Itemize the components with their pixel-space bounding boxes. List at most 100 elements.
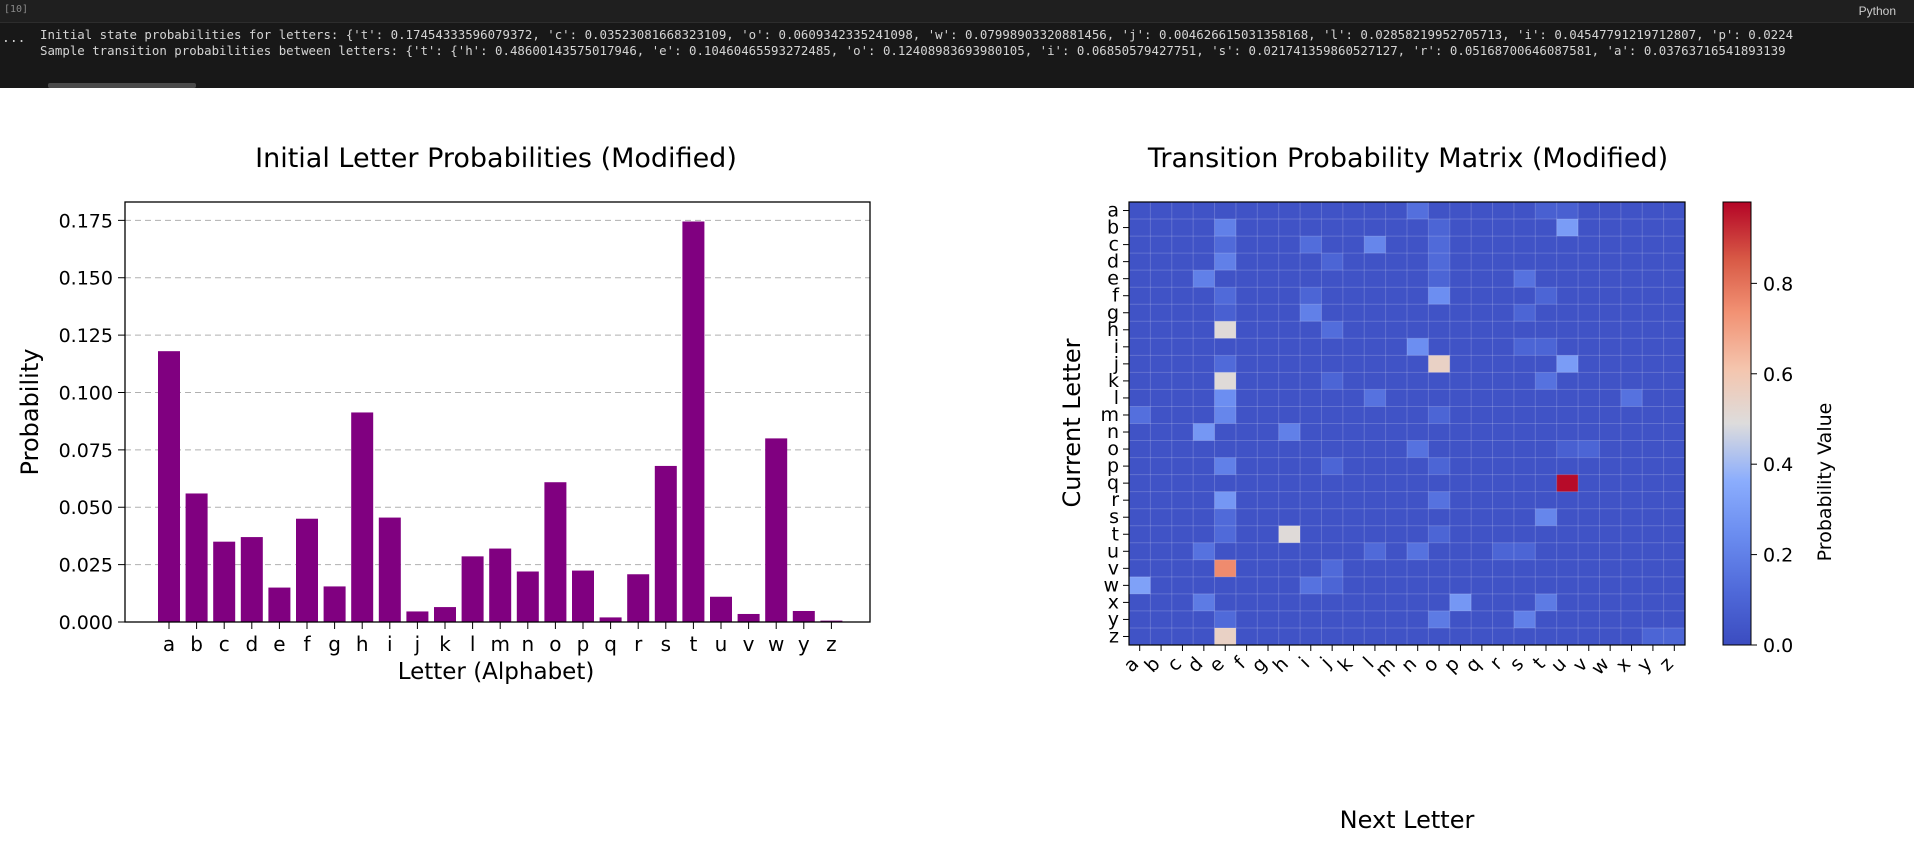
heatmap-cell <box>1492 474 1515 493</box>
output-actions-button[interactable]: ... <box>2 31 26 46</box>
heatmap-cell <box>1492 525 1515 544</box>
heatmap-cell <box>1663 593 1686 612</box>
bar <box>323 586 346 622</box>
heatmap-cell <box>1578 491 1600 510</box>
heatmap-cell <box>1150 304 1173 322</box>
heatmap-row-label: z <box>1109 625 1119 647</box>
heatmap-cell <box>1342 372 1365 390</box>
heatmap-cell <box>1449 338 1472 356</box>
heatmap-cell <box>1578 202 1600 220</box>
ytick-label: 0.125 <box>59 325 113 347</box>
heatmap-cell <box>1321 627 1344 646</box>
heatmap-cell <box>1663 559 1686 578</box>
heatmap-cell <box>1364 491 1387 510</box>
heatmap-cell <box>1193 389 1215 407</box>
heatmap-cell <box>1556 627 1579 646</box>
heatmap-cell <box>1642 423 1665 441</box>
heatmap-cell <box>1193 542 1215 561</box>
heatmap-cell <box>1471 491 1493 510</box>
heatmap-cell <box>1513 287 1536 305</box>
heatmap-cell <box>1471 202 1493 220</box>
heatmap-cell <box>1129 542 1151 561</box>
heatmap-cell <box>1321 457 1344 476</box>
heatmap-cell <box>1364 202 1387 220</box>
heatmap-cell <box>1364 627 1387 646</box>
bar <box>544 482 567 622</box>
heatmap-cell <box>1300 338 1322 356</box>
language-indicator[interactable]: Python <box>1858 4 1896 18</box>
heatmap-cell <box>1385 559 1408 578</box>
heatmap-cell <box>1599 304 1622 322</box>
heatmap-cell <box>1556 423 1579 441</box>
heatmap-cell <box>1235 253 1258 271</box>
heatmap-cell <box>1342 423 1365 441</box>
heatmap-cell <box>1321 406 1344 424</box>
heatmap-cell <box>1599 474 1622 493</box>
output-scrollbar[interactable] <box>48 83 196 88</box>
heatmap-cell <box>1129 406 1151 424</box>
bar <box>599 617 622 622</box>
colorbar-tick-label: 0.2 <box>1763 545 1793 567</box>
heatmap-cell <box>1642 406 1665 424</box>
heatmap-cell <box>1471 457 1493 476</box>
heatmap-cell <box>1193 372 1215 390</box>
heatmap-cell <box>1513 627 1536 646</box>
heatmap-cell <box>1599 406 1622 424</box>
heatmap-cell <box>1193 355 1215 373</box>
heatmap-cell <box>1321 219 1344 237</box>
heatmap-cell <box>1257 559 1280 578</box>
heatmap-cell <box>1578 287 1600 305</box>
heatmap-cell <box>1513 253 1536 271</box>
heatmap-cell <box>1321 304 1344 322</box>
heatmap-cell <box>1364 474 1387 493</box>
heatmap-cell <box>1129 355 1151 373</box>
heatmap-cell <box>1129 321 1151 339</box>
heatmap-cell <box>1129 236 1151 254</box>
heatmap-col-label: r <box>1486 653 1507 674</box>
heatmap-cell <box>1471 576 1493 595</box>
heatmap-cell <box>1300 202 1322 220</box>
heatmap-cell <box>1642 542 1665 561</box>
heatmap-cell <box>1214 423 1237 441</box>
heatmap-cell <box>1428 508 1451 527</box>
heatmap-cell <box>1642 304 1665 322</box>
heatmap-cell <box>1407 440 1429 458</box>
heatmap-cell <box>1471 627 1493 646</box>
heatmap-col-label: y <box>1633 653 1657 677</box>
heatmap-cell <box>1513 508 1536 527</box>
heatmap-col-label: c <box>1163 653 1186 676</box>
heatmap-cell <box>1214 576 1237 595</box>
heatmap-cell <box>1257 610 1280 629</box>
heatmap-cell <box>1385 508 1408 527</box>
heatmap-cell <box>1471 338 1493 356</box>
heatmap-cell <box>1471 559 1493 578</box>
heatmap-cell <box>1620 610 1643 629</box>
heatmap-cell <box>1300 491 1322 510</box>
heatmap-cell <box>1663 287 1686 305</box>
heatmap-cell <box>1235 338 1258 356</box>
heatmap-cell <box>1449 440 1472 458</box>
xtick-label: n <box>521 632 534 656</box>
heatmap-cell <box>1535 627 1558 646</box>
heatmap-cell <box>1599 542 1622 561</box>
heatmap-cell <box>1364 321 1387 339</box>
heatmap-cell <box>1278 423 1301 441</box>
heatmap-cell <box>1556 338 1579 356</box>
heatmap-cell <box>1407 321 1429 339</box>
bar <box>710 596 732 622</box>
heatmap-cell <box>1385 202 1408 220</box>
heatmap-col-label: u <box>1547 653 1571 677</box>
heatmap-cell <box>1193 423 1215 441</box>
heatmap-cell <box>1171 338 1194 356</box>
heatmap-cell <box>1471 440 1493 458</box>
heatmap-cell <box>1364 406 1387 424</box>
heatmap-cell <box>1342 355 1365 373</box>
heatmap-col-label: t <box>1529 653 1550 674</box>
heatmap-cell <box>1663 525 1686 544</box>
heatmap-row-label: s <box>1109 506 1119 528</box>
heatmap-cell <box>1235 219 1258 237</box>
heatmap-cell <box>1663 627 1686 646</box>
heatmap-cell <box>1364 508 1387 527</box>
heatmap-cell <box>1364 423 1387 441</box>
heatmap-cell <box>1492 372 1515 390</box>
